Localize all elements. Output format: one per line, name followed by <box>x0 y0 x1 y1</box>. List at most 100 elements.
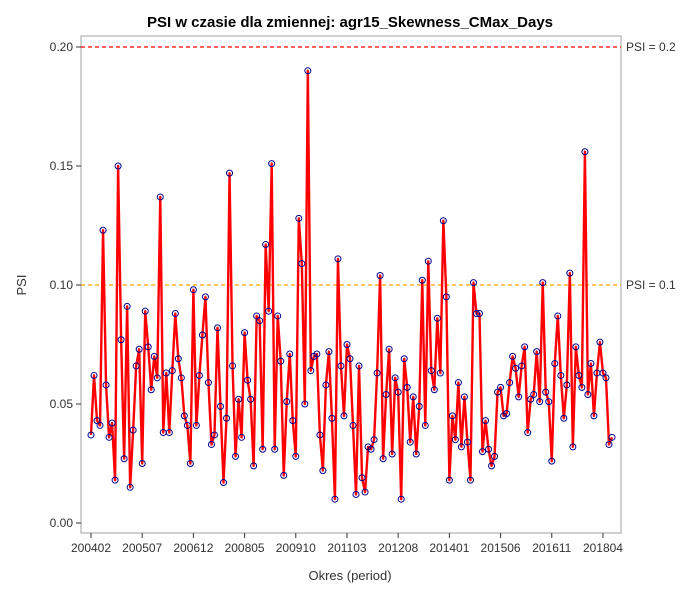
data-point <box>385 345 393 353</box>
data-point <box>412 450 420 458</box>
data-point <box>530 390 538 398</box>
data-point <box>217 402 224 410</box>
data-point <box>168 367 176 375</box>
data-point <box>144 343 152 351</box>
chart-title: PSI w czasie dla zmiennej: agr15_Skewnes… <box>147 14 553 31</box>
data-point <box>469 279 477 287</box>
data-point <box>150 352 158 360</box>
data-point <box>337 362 345 370</box>
data-point <box>379 455 387 463</box>
data-point <box>442 293 450 301</box>
data-point <box>524 429 532 437</box>
data-point <box>180 412 188 420</box>
data-point <box>491 452 499 460</box>
data-point <box>475 310 483 318</box>
data-point <box>403 383 411 391</box>
data-point <box>602 374 610 382</box>
data-point <box>554 312 562 320</box>
data-point <box>213 324 221 332</box>
data-point <box>177 374 185 382</box>
data-point <box>319 467 327 475</box>
data-point <box>397 495 405 503</box>
data-point <box>367 445 375 453</box>
data-point <box>394 388 402 396</box>
data-point <box>506 379 514 387</box>
data-point <box>566 269 574 277</box>
data-point <box>463 438 471 446</box>
data-point <box>99 226 107 234</box>
data-point <box>111 476 119 484</box>
data-point <box>295 214 303 222</box>
data-point <box>518 362 526 370</box>
data-point <box>521 343 529 351</box>
data-point <box>186 460 194 467</box>
data-point <box>105 433 113 441</box>
data-point <box>340 412 348 420</box>
data-point <box>584 390 592 398</box>
data-point <box>204 379 212 387</box>
data-point <box>301 400 309 408</box>
data-point <box>421 421 429 429</box>
data-point <box>349 421 357 429</box>
data-point <box>361 488 369 496</box>
data-point <box>135 345 143 353</box>
reference-line-label: PSI = 0.2 <box>626 40 676 54</box>
data-point <box>102 381 110 389</box>
data-point <box>195 371 203 379</box>
data-point <box>241 329 249 337</box>
data-point <box>156 193 164 201</box>
data-point <box>238 433 246 441</box>
data-point <box>165 429 173 437</box>
data-point <box>120 455 128 463</box>
data-point <box>96 421 104 429</box>
data-point <box>250 462 258 470</box>
data-point <box>189 286 197 294</box>
data-point <box>430 386 438 394</box>
data-point <box>171 310 179 318</box>
data-point <box>147 386 155 394</box>
data-point <box>400 355 408 363</box>
data-point <box>605 440 613 448</box>
data-point <box>596 338 604 346</box>
data-point <box>325 348 333 356</box>
data-point <box>575 371 583 379</box>
data-point <box>304 67 312 75</box>
reference-lines: PSI = 0.2 PSI = 0.1 <box>81 40 676 292</box>
data-point <box>415 402 423 410</box>
data-point <box>331 495 339 503</box>
data-point <box>192 421 200 429</box>
data-point <box>451 436 459 444</box>
data-point <box>123 302 131 310</box>
data-point <box>578 383 586 391</box>
data-point <box>436 369 444 377</box>
data-point <box>114 162 122 170</box>
y-tick-label: 0.10 <box>50 278 74 292</box>
x-tick-label: 201611 <box>532 541 571 555</box>
x-tick-label: 201103 <box>327 541 366 555</box>
y-tick-label: 0.20 <box>50 40 74 54</box>
data-point <box>201 293 209 301</box>
data-point <box>503 410 511 418</box>
data-point <box>138 460 146 467</box>
data-point <box>457 443 465 451</box>
data-point <box>479 448 486 456</box>
x-tick-label: 200612 <box>173 541 213 555</box>
data-point <box>551 360 559 368</box>
data-point <box>259 445 267 453</box>
data-point <box>439 217 447 225</box>
data-point <box>608 433 616 441</box>
data-point <box>223 414 231 422</box>
data-point <box>108 419 116 427</box>
data-point <box>533 348 541 356</box>
data-point <box>289 417 297 425</box>
data-point <box>427 367 435 375</box>
data-point <box>590 412 598 420</box>
y-tick-label: 0.00 <box>50 516 74 530</box>
data-point <box>117 336 125 344</box>
data-point <box>466 476 474 484</box>
data-point <box>352 490 360 498</box>
data-point <box>445 476 453 484</box>
series-line <box>89 69 614 501</box>
data-point <box>265 307 273 315</box>
